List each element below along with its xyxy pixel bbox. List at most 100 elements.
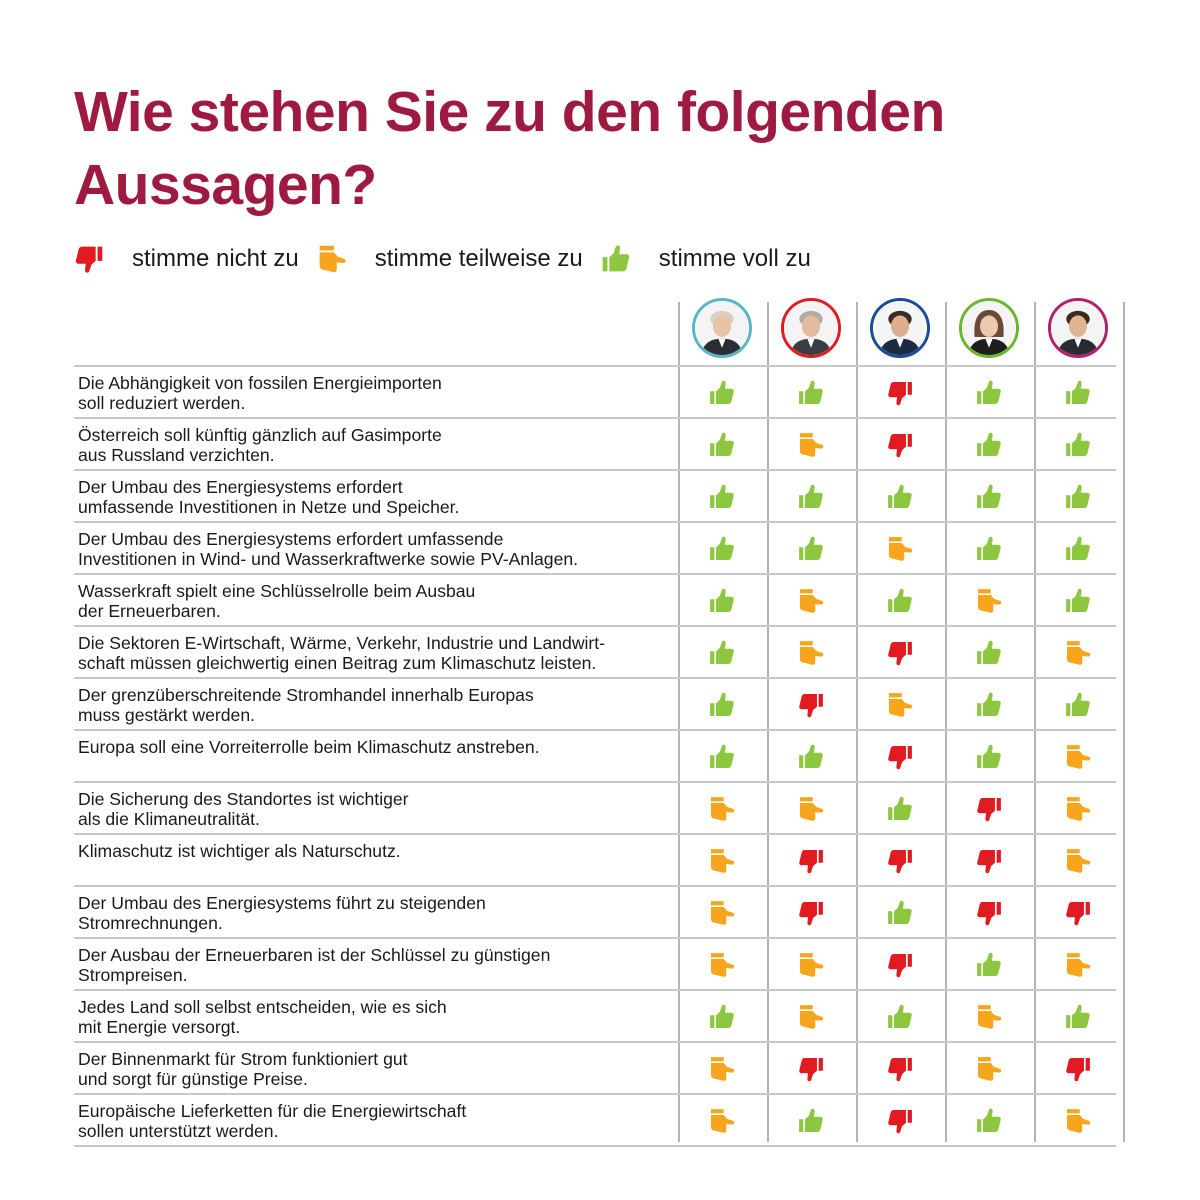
thumbs-sideways-icon	[794, 948, 828, 982]
statement-text: Die Sektoren E-Wirtschaft, Wärme, Verkeh…	[78, 633, 606, 673]
statement-text: Jedes Land soll selbst entscheiden, wie …	[78, 997, 447, 1037]
thumbs-sideways-icon	[794, 1000, 828, 1034]
avatar-candidate-3	[870, 298, 930, 358]
row-divider	[74, 729, 1116, 731]
legend-label-agree: stimme voll zu	[658, 245, 811, 272]
row-divider	[74, 677, 1116, 679]
thumbs-down-icon	[794, 1052, 828, 1086]
thumbs-up-icon	[794, 1104, 828, 1138]
thumbs-up-icon	[972, 948, 1006, 982]
row-divider	[74, 1093, 1116, 1095]
thumbs-down-icon	[883, 1104, 917, 1138]
legend-item-disagree: stimme nicht zu	[70, 240, 299, 278]
thumbs-up-icon	[1061, 1000, 1095, 1034]
column-divider	[1123, 302, 1125, 1142]
column-divider	[678, 302, 680, 1142]
column-divider	[945, 302, 947, 1142]
thumbs-sideways-icon	[705, 1052, 739, 1086]
thumbs-up-icon	[597, 240, 647, 278]
thumbs-down-icon	[883, 844, 917, 878]
thumbs-up-icon	[705, 740, 739, 774]
column-divider	[856, 302, 858, 1142]
thumbs-sideways-icon	[794, 636, 828, 670]
thumbs-sideways-icon	[1061, 792, 1095, 826]
thumbs-up-icon	[972, 636, 1006, 670]
thumbs-up-icon	[705, 376, 739, 410]
statement-text: Europäische Lieferketten für die Energie…	[78, 1101, 467, 1141]
row-divider	[74, 989, 1116, 991]
row-divider	[74, 365, 1116, 367]
thumbs-up-icon	[794, 376, 828, 410]
thumbs-up-icon	[705, 688, 739, 722]
thumbs-up-icon	[705, 480, 739, 514]
thumbs-sideways-icon	[1061, 844, 1095, 878]
thumbs-up-icon	[972, 480, 1006, 514]
statement-text: Österreich soll künftig gänzlich auf Gas…	[78, 425, 442, 465]
row-divider	[74, 625, 1116, 627]
thumbs-sideways-icon	[1061, 740, 1095, 774]
statement-text: Der Binnenmarkt für Strom funktioniert g…	[78, 1049, 408, 1089]
avatar-candidate-2	[781, 298, 841, 358]
thumbs-down-icon	[972, 896, 1006, 930]
legend-item-partial: stimme teilweise zu	[313, 240, 583, 278]
thumbs-up-icon	[972, 688, 1006, 722]
thumbs-sideways-icon	[794, 584, 828, 618]
statement-text: Die Abhängigkeit von fossilen Energieimp…	[78, 373, 442, 413]
thumbs-down-icon	[1061, 896, 1095, 930]
thumbs-sideways-icon	[972, 1052, 1006, 1086]
thumbs-up-icon	[1061, 584, 1095, 618]
thumbs-up-icon	[883, 896, 917, 930]
row-divider	[74, 1145, 1116, 1147]
thumbs-sideways-icon	[794, 792, 828, 826]
thumbs-up-icon	[705, 532, 739, 566]
column-divider	[767, 302, 769, 1142]
thumbs-sideways-icon	[883, 532, 917, 566]
thumbs-up-icon	[972, 740, 1006, 774]
row-divider	[74, 573, 1116, 575]
legend-label-partial: stimme teilweise zu	[374, 245, 583, 272]
thumbs-up-icon	[883, 480, 917, 514]
thumbs-up-icon	[794, 740, 828, 774]
thumbs-up-icon	[705, 636, 739, 670]
thumbs-sideways-icon	[705, 1104, 739, 1138]
statement-text: Klimaschutz ist wichtiger als Naturschut…	[78, 841, 401, 861]
thumbs-up-icon	[883, 584, 917, 618]
thumbs-down-icon	[794, 844, 828, 878]
thumbs-up-icon	[1061, 376, 1095, 410]
statement-text: Europa soll eine Vorreiterrolle beim Kli…	[78, 737, 540, 757]
legend-item-agree: stimme voll zu	[597, 240, 811, 278]
thumbs-sideways-icon	[972, 1000, 1006, 1034]
statement-text: Die Sicherung des Standortes ist wichtig…	[78, 789, 409, 829]
thumbs-sideways-icon	[705, 792, 739, 826]
row-divider	[74, 885, 1116, 887]
thumbs-up-icon	[883, 1000, 917, 1034]
thumbs-sideways-icon	[313, 240, 363, 278]
thumbs-up-icon	[705, 1000, 739, 1034]
column-divider	[1034, 302, 1036, 1142]
thumbs-up-icon	[1061, 428, 1095, 462]
thumbs-sideways-icon	[794, 428, 828, 462]
thumbs-up-icon	[1061, 688, 1095, 722]
thumbs-down-icon	[883, 636, 917, 670]
avatar-candidate-1	[692, 298, 752, 358]
statement-text: Der Umbau des Energiesystems führt zu st…	[78, 893, 486, 933]
thumbs-down-icon	[794, 896, 828, 930]
thumbs-sideways-icon	[705, 896, 739, 930]
statement-text: Der Umbau des Energiesystems erfordert u…	[78, 529, 579, 569]
legend-label-disagree: stimme nicht zu	[132, 245, 299, 272]
thumbs-sideways-icon	[705, 844, 739, 878]
thumbs-up-icon	[972, 376, 1006, 410]
thumbs-down-icon	[883, 376, 917, 410]
statement-text: Wasserkraft spielt eine Schlüsselrolle b…	[78, 581, 476, 621]
statement-text: Der grenzüberschreitende Stromhandel inn…	[78, 685, 534, 725]
thumbs-down-icon	[883, 948, 917, 982]
thumbs-up-icon	[972, 1104, 1006, 1138]
statement-text: Der Umbau des Energiesystems erfordert u…	[78, 477, 460, 517]
row-divider	[74, 781, 1116, 783]
avatar-candidate-4	[959, 298, 1019, 358]
thumbs-down-icon	[883, 1052, 917, 1086]
row-divider	[74, 417, 1116, 419]
row-divider	[74, 833, 1116, 835]
thumbs-up-icon	[1061, 532, 1095, 566]
thumbs-down-icon	[972, 792, 1006, 826]
